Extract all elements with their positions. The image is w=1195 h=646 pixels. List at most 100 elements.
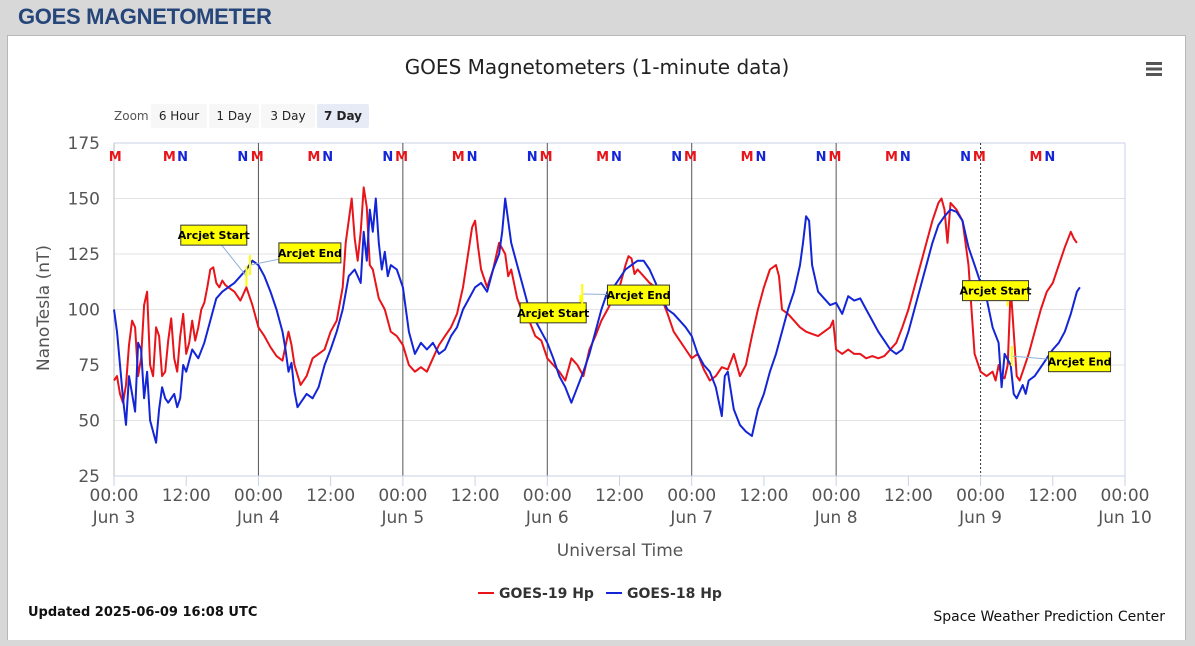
x-tick-date-label: Jun 8 xyxy=(814,508,858,528)
page-header: GOES MAGNETOMETER xyxy=(0,0,1195,34)
noon-marker-n: N xyxy=(816,150,827,165)
noon-marker-n: N xyxy=(755,150,766,165)
zoom-button-6-hour[interactable]: 6 Hour xyxy=(151,104,207,128)
series-lines xyxy=(113,186,1081,444)
zoom-button-1-day[interactable]: 1 Day xyxy=(209,104,259,128)
zoom-button-label: 1 Day xyxy=(216,109,251,123)
grid xyxy=(113,142,1126,477)
zoom-button-bg xyxy=(261,104,315,128)
zoom-button-label: 7 Day xyxy=(324,109,362,123)
midnight-marker-m: M xyxy=(828,150,841,165)
midnight-marker-m: M xyxy=(885,150,898,165)
noon-marker-n: N xyxy=(467,150,478,165)
x-tick-label: 12:00 xyxy=(1028,486,1077,506)
x-tick-label: 12:00 xyxy=(595,486,644,506)
x-tick-date-label: Jun 10 xyxy=(1097,508,1152,528)
noon-marker-n: N xyxy=(671,150,682,165)
midnight-marker-m: M xyxy=(452,150,465,165)
midnight-marker-m: M xyxy=(251,150,264,165)
noon-marker-n: N xyxy=(177,150,188,165)
noon-marker-n: N xyxy=(527,150,538,165)
y-tick-label: 75 xyxy=(78,356,100,376)
annotation-box xyxy=(606,284,670,306)
legend-label: GOES-18 Hp xyxy=(627,586,722,602)
annotation-box xyxy=(519,302,587,324)
annotations: Arcjet Start Arcjet End Arcjet Start Arcjet… xyxy=(178,224,1112,373)
legend: GOES-19 Hp GOES-18 Hp xyxy=(478,586,722,602)
noon-marker-n: N xyxy=(611,150,622,165)
noon-marker-n: N xyxy=(322,150,333,165)
x-tick-label: 00:00 xyxy=(812,486,861,506)
midnight-marker-m: M xyxy=(307,150,320,165)
x-tick-label: 12:00 xyxy=(739,486,788,506)
annotation-label: Arcjet Start xyxy=(178,229,250,242)
x-tick-label: 00:00 xyxy=(90,486,139,506)
midnight-marker-m: M xyxy=(684,150,697,165)
x-tick-label: 00:00 xyxy=(523,486,572,506)
x-tick-label: 00:00 xyxy=(234,486,283,506)
hamburger-menu-icon[interactable] xyxy=(1142,58,1166,80)
midnight-marker-m: M xyxy=(163,150,176,165)
zoom-label: Zoom xyxy=(114,109,149,123)
midnight-marker-m: M xyxy=(1029,150,1042,165)
y-axis-label: NanoTesla (nT) xyxy=(34,245,54,371)
zoom-button-bg xyxy=(151,104,207,128)
x-tick-label: 12:00 xyxy=(162,486,211,506)
midnight-marker-m: M xyxy=(540,150,553,165)
noon-marker-n: N xyxy=(1044,150,1055,165)
x-tick-label: 12:00 xyxy=(306,486,355,506)
noon-marker-n: N xyxy=(237,150,248,165)
midnight-marker-m: M xyxy=(109,150,122,165)
midnight-marker-m: M xyxy=(596,150,609,165)
legend-item-goes-18-hp[interactable]: GOES-18 Hp xyxy=(606,586,722,602)
zoom-button-bg xyxy=(317,104,369,128)
zoom-buttons: 6 Hour 1 Day 3 Day 7 Day xyxy=(151,104,369,128)
x-tick-date-label: Jun 6 xyxy=(525,508,569,528)
annotation-label: Arcjet Start xyxy=(517,307,589,320)
annotation-label: Arcjet End xyxy=(278,247,342,260)
annotation-label: Arcjet Start xyxy=(959,285,1031,298)
x-tick-label: 00:00 xyxy=(667,486,716,506)
page-title: GOES MAGNETOMETER xyxy=(18,4,272,29)
y-tick-label: 175 xyxy=(68,134,100,154)
x-tick-label: 12:00 xyxy=(884,486,933,506)
annotation-box xyxy=(962,280,1030,302)
x-tick-label: 12:00 xyxy=(451,486,500,506)
legend-label: GOES-19 Hp xyxy=(499,586,594,602)
noon-marker-n: N xyxy=(960,150,971,165)
annotation-label: Arcjet End xyxy=(606,289,670,302)
zoom-button-7-day[interactable]: 7 Day xyxy=(317,104,369,128)
annotation-label: Arcjet End xyxy=(1048,356,1112,369)
x-tick-label: 00:00 xyxy=(1101,486,1150,506)
y-tick-label: 25 xyxy=(78,467,100,487)
y-tick-label: 150 xyxy=(68,190,100,210)
y-tick-label: 125 xyxy=(68,245,100,265)
x-tick-date-label: Jun 3 xyxy=(92,508,136,528)
zoom-button-3-day[interactable]: 3 Day xyxy=(261,104,315,128)
annotation-box xyxy=(278,242,342,264)
zoom-button-label: 3 Day xyxy=(270,109,305,123)
x-tick-date-label: Jun 7 xyxy=(669,508,713,528)
x-tick-label: 00:00 xyxy=(956,486,1005,506)
zoom-button-bg xyxy=(209,104,259,128)
noon-marker-n: N xyxy=(382,150,393,165)
annotation-box xyxy=(180,224,248,246)
noon-marker-n: N xyxy=(900,150,911,165)
y-tick-label: 50 xyxy=(78,412,100,432)
magnetometer-chart: GOES Magnetometers (1-minute data) Zoom … xyxy=(28,55,1166,625)
series-line-goes-19-hp xyxy=(113,186,1078,404)
legend-item-goes-19-hp[interactable]: GOES-19 Hp xyxy=(478,586,594,602)
zoom-button-label: 6 Hour xyxy=(159,109,199,123)
midnight-marker-m: M xyxy=(741,150,754,165)
series-line-goes-18-hp xyxy=(113,197,1081,444)
x-tick-label: 00:00 xyxy=(378,486,427,506)
bottom-strip xyxy=(0,640,1195,645)
x-tick-date-label: Jun 9 xyxy=(958,508,1002,528)
y-tick-label: 100 xyxy=(68,301,100,321)
midnight-marker-m: M xyxy=(395,150,408,165)
x-tick-date-label: Jun 4 xyxy=(236,508,280,528)
updated-timestamp: Updated 2025-06-09 16:08 UTC xyxy=(28,605,257,620)
chart-title: GOES Magnetometers (1-minute data) xyxy=(405,55,790,79)
